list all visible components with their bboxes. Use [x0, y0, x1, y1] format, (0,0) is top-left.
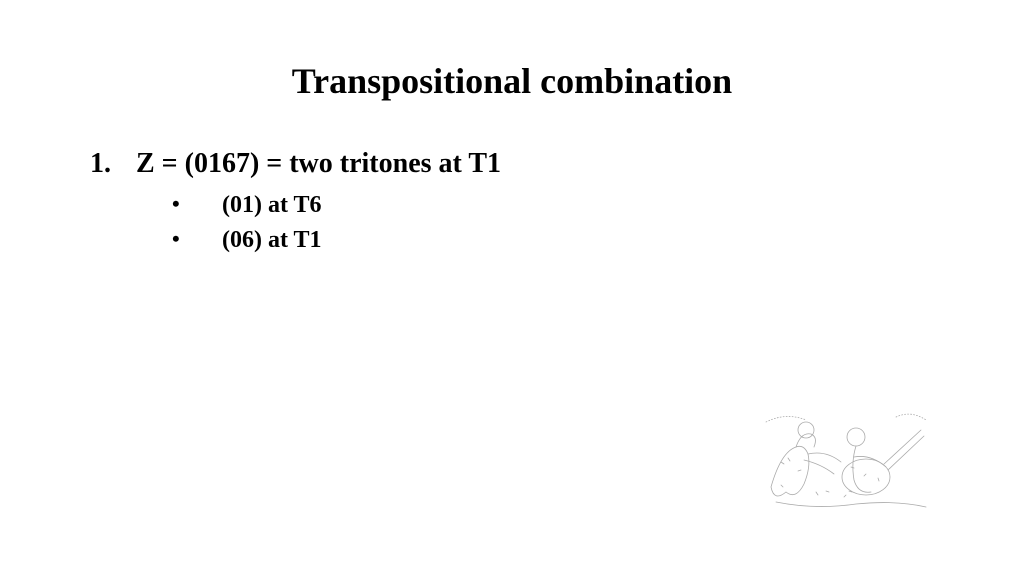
slide-title: Transpositional combination	[90, 60, 934, 102]
sub-item-2: (06) at T1	[136, 223, 934, 258]
sub-item-1: (01) at T6	[136, 188, 934, 223]
list-item-1: Z = (0167) = two tritones at T1 (01) at …	[90, 148, 934, 258]
slide: Transpositional combination Z = (0167) =…	[0, 0, 1024, 576]
musicians-sketch-icon	[756, 392, 936, 512]
main-ordered-list: Z = (0167) = two tritones at T1 (01) at …	[90, 148, 934, 258]
sub-list-1: (01) at T6 (06) at T1	[136, 188, 934, 258]
decoration-illustration	[756, 392, 936, 512]
list-item-1-text: Z = (0167) = two tritones at T1	[136, 148, 501, 179]
